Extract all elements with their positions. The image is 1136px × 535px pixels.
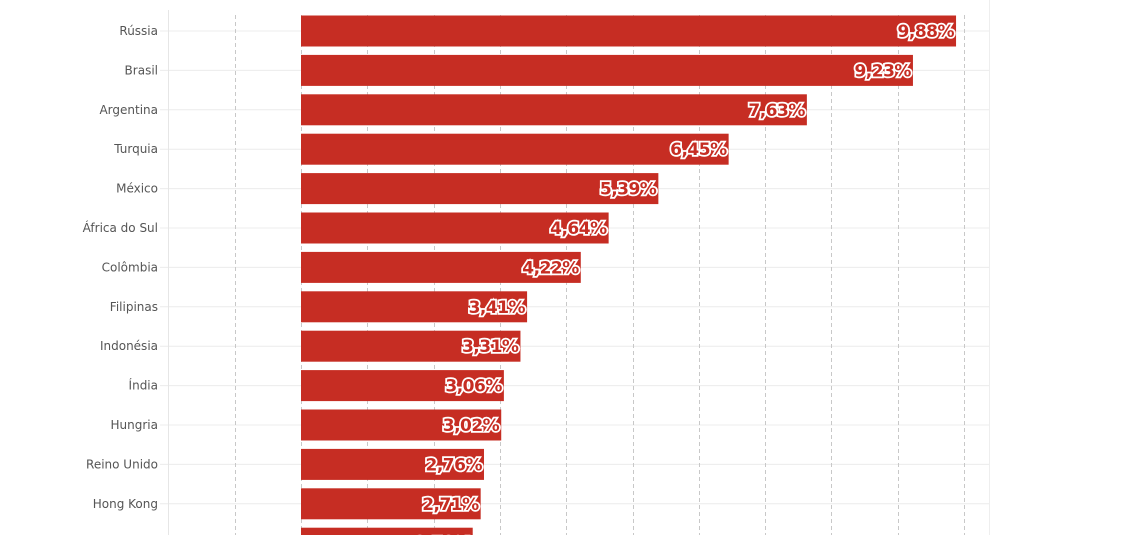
data-label: 7,63%: [748, 101, 805, 121]
bar: [301, 251, 581, 283]
data-label: 6,45%: [670, 140, 727, 160]
bar: [301, 291, 528, 323]
data-label: 4,22%: [522, 258, 579, 278]
data-label: 3,31%: [462, 337, 519, 357]
data-label: 9,88%: [898, 22, 955, 42]
category-label: Argentina: [99, 103, 158, 117]
category-label: Turquia: [113, 142, 158, 156]
category-label: Hungria: [111, 418, 158, 432]
category-label: Brasil: [125, 63, 158, 77]
bar: [301, 527, 473, 535]
bar: [301, 54, 913, 86]
bar: [301, 212, 609, 244]
category-label: Índia: [129, 378, 158, 393]
data-label: 4,64%: [550, 219, 607, 239]
bar: [301, 409, 502, 441]
data-label: 3,02%: [443, 416, 500, 436]
data-label: 2,76%: [426, 455, 483, 475]
bar: [301, 94, 807, 126]
category-label: Reino Unido: [86, 457, 158, 471]
bar: [301, 448, 484, 480]
category-label: Filipinas: [110, 300, 158, 314]
data-label: 2,71%: [422, 495, 479, 515]
bar: [301, 488, 481, 520]
category-label: Hong Kong: [93, 497, 158, 511]
data-label: 3,41%: [469, 298, 526, 318]
bar: [301, 370, 504, 402]
category-label: Colômbia: [102, 260, 158, 274]
data-label: 9,23%: [854, 61, 911, 81]
bar: [301, 133, 729, 165]
data-label: 3,06%: [445, 377, 502, 397]
data-label: 5,39%: [600, 180, 657, 200]
category-label: Rússia: [119, 24, 158, 38]
bar: [301, 15, 957, 47]
category-label: México: [116, 182, 158, 196]
category-label: Indonésia: [100, 339, 158, 353]
bar: [301, 330, 521, 362]
category-label: África do Sul: [83, 220, 158, 235]
bar: [301, 173, 659, 205]
